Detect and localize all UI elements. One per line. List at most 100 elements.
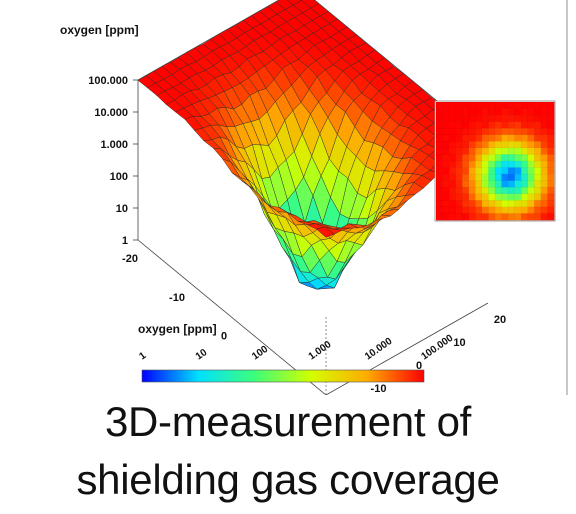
inset-cell — [462, 173, 470, 182]
inset-cell — [448, 167, 457, 175]
inset-cell — [540, 108, 548, 116]
inset-cell — [455, 187, 463, 195]
inset-cell — [521, 154, 529, 162]
inset-cell — [521, 213, 529, 221]
inset-cell — [494, 141, 503, 149]
inset-cell — [501, 121, 509, 129]
inset-cell — [540, 173, 548, 182]
inset-cell — [540, 114, 548, 123]
inset-cell — [475, 206, 483, 214]
inset-cell — [475, 200, 483, 208]
inset-cell — [547, 141, 555, 149]
inset-cell — [481, 141, 489, 149]
inset-cell — [488, 154, 496, 162]
inset-cell — [501, 128, 509, 136]
inset-cell — [540, 200, 548, 208]
inset-cell — [475, 121, 483, 129]
inset-cell — [488, 213, 496, 221]
inset-cell — [435, 160, 444, 169]
inset-cell — [481, 121, 489, 129]
caption-line-1: 3D-measurement of — [104, 398, 472, 445]
inset-cell — [514, 167, 522, 175]
inset-cell — [435, 180, 444, 188]
inset-cell — [468, 121, 476, 129]
inset-cell — [507, 167, 516, 175]
inset-cell — [521, 187, 529, 195]
inset-cell — [448, 193, 457, 201]
inset-cell — [521, 121, 529, 129]
inset-cell — [514, 193, 522, 201]
inset-cell — [475, 101, 483, 110]
inset-cell — [481, 213, 489, 221]
inset-cell — [514, 213, 522, 221]
inset-cell — [507, 154, 516, 162]
inset-cell — [468, 173, 476, 182]
inset-cell — [455, 141, 463, 149]
inset-cell — [468, 213, 476, 221]
inset-cell — [521, 180, 529, 188]
inset-cell — [462, 213, 470, 221]
inset-cell — [547, 213, 555, 221]
inset-cell — [468, 193, 476, 201]
inset-cell — [455, 147, 463, 155]
inset-cell — [435, 128, 444, 136]
inset-cell — [468, 160, 476, 169]
inset-cell — [527, 187, 535, 195]
inset-cell — [507, 173, 516, 182]
z-tick-label: 10.000 — [94, 107, 128, 119]
edge-divider — [566, 0, 568, 395]
inset-cell — [475, 187, 483, 195]
inset-cell — [455, 213, 463, 221]
inset-cell — [527, 101, 535, 110]
inset-cell — [547, 128, 555, 136]
inset-cell — [540, 134, 548, 142]
inset-cell — [435, 167, 444, 175]
inset-cell — [435, 154, 444, 162]
inset-cell — [462, 101, 470, 110]
inset-cell — [448, 173, 457, 182]
inset-cell — [514, 206, 522, 214]
inset-cell — [462, 134, 470, 142]
inset-cell — [455, 154, 463, 162]
inset-cell — [540, 141, 548, 149]
inset-cell — [507, 180, 516, 188]
inset-cell — [547, 193, 555, 201]
inset-cell — [468, 114, 476, 123]
inset-cell — [442, 101, 450, 110]
colorbar-tick-label: 1 — [137, 350, 148, 362]
inset-cell — [435, 134, 444, 142]
inset-cell — [547, 206, 555, 214]
inset-cell — [481, 187, 489, 195]
inset-cell — [540, 206, 548, 214]
inset-cell — [514, 173, 522, 182]
inset-cell — [468, 128, 476, 136]
inset-cell — [462, 193, 470, 201]
inset-cell — [455, 180, 463, 188]
inset-cell — [488, 128, 496, 136]
inset-cell — [448, 154, 457, 162]
inset-cell — [481, 108, 489, 116]
inset-cell — [501, 213, 509, 221]
inset-cell — [540, 187, 548, 195]
inset-cell — [462, 187, 470, 195]
inset-cell — [455, 173, 463, 182]
inset-cell — [507, 101, 516, 110]
inset-cell — [514, 200, 522, 208]
inset-cell — [442, 114, 450, 123]
y-tick-label: -10 — [371, 383, 387, 395]
inset-cell — [507, 187, 516, 195]
inset-cell — [442, 167, 450, 175]
inset-cell — [514, 147, 522, 155]
inset-cell — [514, 160, 522, 169]
inset-cell — [442, 134, 450, 142]
inset-cell — [521, 141, 529, 149]
inset-cell — [488, 160, 496, 169]
inset-cell — [435, 121, 444, 129]
z-tick-label: 10 — [116, 203, 128, 215]
inset-cell — [475, 173, 483, 182]
inset-cell — [455, 206, 463, 214]
inset-cell — [501, 141, 509, 149]
inset-cell — [501, 193, 509, 201]
